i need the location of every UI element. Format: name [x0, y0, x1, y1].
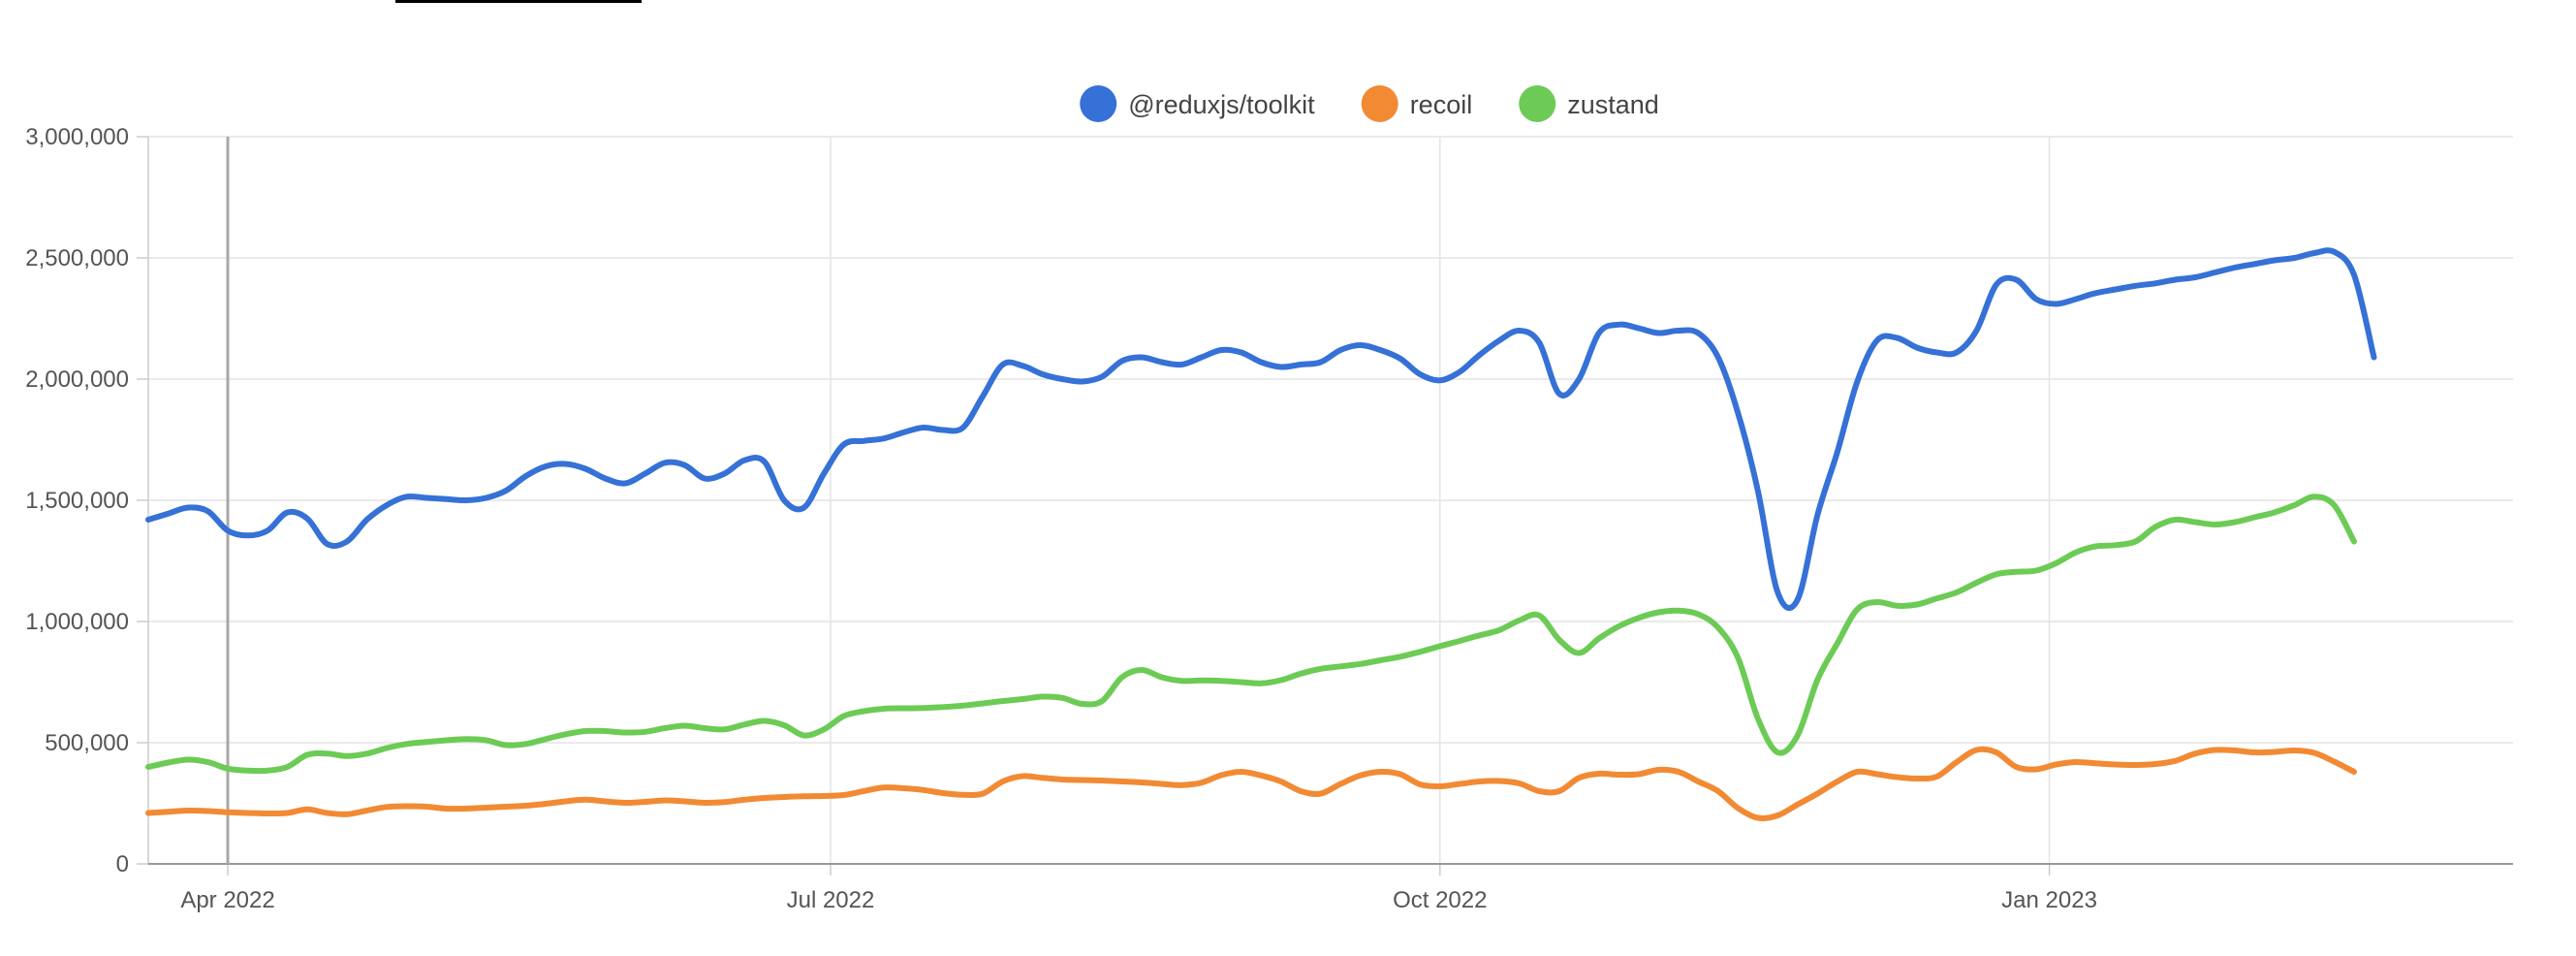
y-tick-label: 500,000	[45, 730, 129, 756]
series-line-recoil	[145, 746, 2357, 821]
legend-label-recoil[interactable]: recoil	[1410, 90, 1473, 119]
legend-swatch-zustand[interactable]	[1519, 85, 1556, 122]
legend: @reduxjs/toolkit recoil zustand	[1080, 85, 1659, 122]
x-tick-label: Oct 2022	[1393, 887, 1487, 913]
legend-label-zustand[interactable]: zustand	[1567, 90, 1659, 119]
y-tick-label: 2,500,000	[25, 245, 129, 271]
y-tick-label: 3,000,000	[25, 124, 129, 150]
series-line-zustand	[145, 494, 2357, 775]
grid-lines	[148, 136, 2513, 864]
axes	[137, 136, 2513, 876]
series-line-reduxjs-toolkit	[145, 247, 2377, 611]
legend-swatch-recoil[interactable]	[1361, 85, 1398, 122]
top-strip-decoration	[395, 0, 642, 3]
x-axis-tick-labels: Apr 2022 Jul 2022 Oct 2022 Jan 2023	[180, 887, 2097, 913]
y-tick-label: 2,000,000	[25, 366, 129, 393]
y-tick-label: 0	[116, 851, 129, 877]
y-tick-label: 1,000,000	[25, 609, 129, 635]
legend-swatch-reduxjs-toolkit[interactable]	[1080, 85, 1117, 122]
x-tick-label: Jan 2023	[2001, 887, 2097, 913]
legend-label-reduxjs-toolkit[interactable]: @reduxjs/toolkit	[1128, 90, 1315, 119]
y-axis-tick-labels: 0 500,000 1,000,000 1,500,000 2,000,000 2,500…	[25, 124, 129, 877]
x-tick-label: Apr 2022	[180, 887, 274, 913]
y-tick-label: 1,500,000	[25, 488, 129, 514]
x-tick-label: Jul 2022	[787, 887, 875, 913]
series-lines	[145, 247, 2377, 821]
